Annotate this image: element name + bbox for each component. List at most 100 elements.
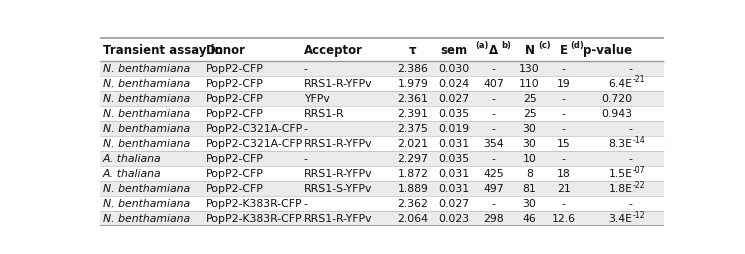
Text: 12.6: 12.6 xyxy=(552,214,576,224)
Text: p-value: p-value xyxy=(583,44,633,57)
Text: N. benthamiana: N. benthamiana xyxy=(103,79,190,89)
Text: 110: 110 xyxy=(519,79,540,89)
Text: b): b) xyxy=(501,41,511,51)
Text: RRS1-R-YFPv: RRS1-R-YFPv xyxy=(304,139,372,149)
Text: 0.035: 0.035 xyxy=(438,154,469,164)
Text: 0.027: 0.027 xyxy=(438,94,469,104)
Text: RRS1-S-YFPv: RRS1-S-YFPv xyxy=(304,184,372,194)
Text: 0.035: 0.035 xyxy=(438,109,469,119)
Bar xyxy=(100,91,664,106)
Text: -07: -07 xyxy=(633,166,645,175)
Bar xyxy=(100,166,664,181)
Bar xyxy=(100,151,664,166)
Text: PopP2-CFP: PopP2-CFP xyxy=(206,109,264,119)
Bar xyxy=(100,211,664,227)
Text: 3.4E: 3.4E xyxy=(609,214,633,224)
Text: PopP2-C321A-CFP: PopP2-C321A-CFP xyxy=(206,124,303,134)
Text: 130: 130 xyxy=(519,64,540,74)
Text: 0.031: 0.031 xyxy=(438,184,469,194)
Text: RRS1-R-YFPv: RRS1-R-YFPv xyxy=(304,214,372,224)
Text: 8.3E: 8.3E xyxy=(609,139,633,149)
Text: -: - xyxy=(629,64,633,74)
Text: τ: τ xyxy=(409,44,416,57)
Text: 2.362: 2.362 xyxy=(398,199,428,209)
Text: -: - xyxy=(629,199,633,209)
Text: 30: 30 xyxy=(523,139,536,149)
Text: -14: -14 xyxy=(633,136,646,145)
Text: (c): (c) xyxy=(538,41,551,51)
Text: PopP2-K383R-CFP: PopP2-K383R-CFP xyxy=(206,199,302,209)
Text: -22: -22 xyxy=(633,181,645,190)
Text: N. benthamiana: N. benthamiana xyxy=(103,214,190,224)
Text: PopP2-CFP: PopP2-CFP xyxy=(206,184,264,194)
Text: 298: 298 xyxy=(484,214,504,224)
Text: 407: 407 xyxy=(484,79,504,89)
Text: sem: sem xyxy=(440,44,468,57)
Text: 10: 10 xyxy=(523,154,536,164)
Text: 2.391: 2.391 xyxy=(398,109,428,119)
Text: (d): (d) xyxy=(571,41,584,51)
Text: 15: 15 xyxy=(557,139,571,149)
Text: 21: 21 xyxy=(557,184,571,194)
Text: 6.4E: 6.4E xyxy=(609,79,633,89)
Text: N. benthamiana: N. benthamiana xyxy=(103,109,190,119)
Text: -: - xyxy=(304,64,308,74)
Text: (a): (a) xyxy=(475,41,489,51)
Text: Transient assay in: Transient assay in xyxy=(103,44,223,57)
Text: 25: 25 xyxy=(523,94,536,104)
Text: 0.019: 0.019 xyxy=(438,124,469,134)
Text: YFPv: YFPv xyxy=(304,94,329,104)
Text: 0.027: 0.027 xyxy=(438,199,469,209)
Text: -: - xyxy=(304,124,308,134)
Text: -: - xyxy=(629,124,633,134)
Text: -21: -21 xyxy=(633,75,646,84)
Text: E: E xyxy=(559,44,568,57)
Text: -: - xyxy=(562,109,565,119)
Text: 25: 25 xyxy=(523,109,536,119)
Text: A. thaliana: A. thaliana xyxy=(103,154,162,164)
Text: -: - xyxy=(492,124,495,134)
Text: 1.8E: 1.8E xyxy=(609,184,633,194)
Text: 2.064: 2.064 xyxy=(398,214,428,224)
Text: 2.297: 2.297 xyxy=(398,154,428,164)
Text: 2.375: 2.375 xyxy=(398,124,428,134)
Text: 81: 81 xyxy=(523,184,536,194)
Text: -: - xyxy=(562,124,565,134)
Text: 354: 354 xyxy=(484,139,504,149)
Text: -: - xyxy=(629,154,633,164)
Bar xyxy=(100,106,664,121)
Text: Donor: Donor xyxy=(206,44,246,57)
Text: 425: 425 xyxy=(484,169,504,179)
Text: PopP2-CFP: PopP2-CFP xyxy=(206,154,264,164)
Text: -: - xyxy=(304,199,308,209)
Text: 0.943: 0.943 xyxy=(601,109,633,119)
Text: -: - xyxy=(562,94,565,104)
Text: -: - xyxy=(562,154,565,164)
Text: N. benthamiana: N. benthamiana xyxy=(103,139,190,149)
Text: 1.889: 1.889 xyxy=(398,184,428,194)
Text: 0.024: 0.024 xyxy=(438,79,469,89)
Text: 1.5E: 1.5E xyxy=(609,169,633,179)
Text: -: - xyxy=(492,94,495,104)
Bar xyxy=(100,196,664,211)
Text: Δ: Δ xyxy=(489,44,498,57)
Text: -: - xyxy=(492,154,495,164)
Text: -: - xyxy=(562,199,565,209)
Text: 2.021: 2.021 xyxy=(398,139,428,149)
Text: N. benthamiana: N. benthamiana xyxy=(103,124,190,134)
Text: N. benthamiana: N. benthamiana xyxy=(103,199,190,209)
Text: -: - xyxy=(492,64,495,74)
Bar xyxy=(100,61,664,76)
Text: N. benthamiana: N. benthamiana xyxy=(103,94,190,104)
Text: 30: 30 xyxy=(523,199,536,209)
Text: 2.386: 2.386 xyxy=(398,64,428,74)
Text: -: - xyxy=(492,199,495,209)
Text: 0.030: 0.030 xyxy=(438,64,469,74)
Text: 1.872: 1.872 xyxy=(398,169,428,179)
Text: 18: 18 xyxy=(557,169,571,179)
Text: 19: 19 xyxy=(557,79,571,89)
Text: 46: 46 xyxy=(523,214,536,224)
Text: -: - xyxy=(562,64,565,74)
Text: 2.361: 2.361 xyxy=(398,94,428,104)
Text: -: - xyxy=(304,154,308,164)
